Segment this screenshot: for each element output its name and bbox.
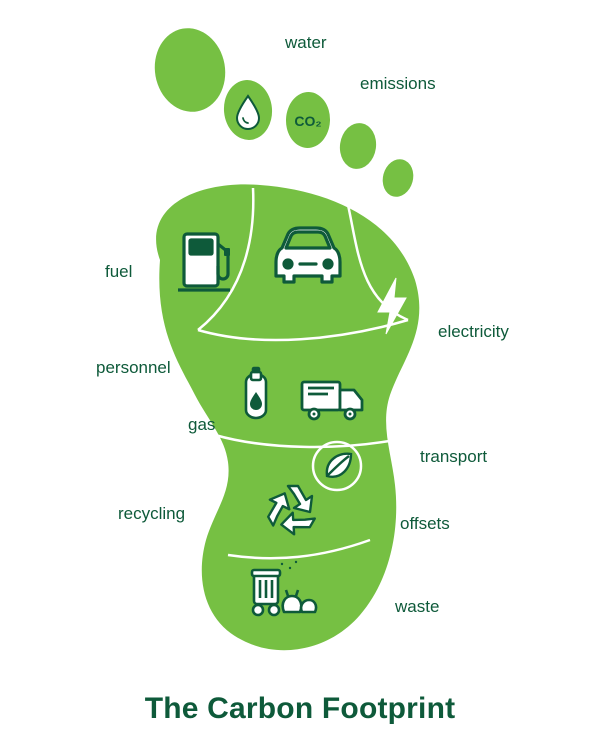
label-waste: waste xyxy=(395,597,439,617)
svg-text:CO₂: CO₂ xyxy=(294,113,321,129)
co2-icon: CO₂ xyxy=(294,113,321,129)
toe-big xyxy=(148,23,232,118)
toes xyxy=(148,23,417,201)
label-offsets: offsets xyxy=(400,514,450,534)
car-icon xyxy=(276,228,340,282)
label-emissions: emissions xyxy=(360,74,436,94)
label-transport: transport xyxy=(420,447,487,467)
toe-5 xyxy=(379,156,418,200)
page-title: The Carbon Footprint xyxy=(0,692,600,726)
toe-4 xyxy=(337,121,379,172)
footprint-svg: CO₂ xyxy=(0,0,600,700)
gas-tank-icon xyxy=(246,368,266,418)
label-personnel: personnel xyxy=(96,358,171,378)
carbon-footprint-infographic: CO₂ xyxy=(0,0,600,750)
label-recycling: recycling xyxy=(118,504,185,524)
label-water: water xyxy=(285,33,327,53)
label-fuel: fuel xyxy=(105,262,132,282)
label-gas: gas xyxy=(188,415,215,435)
label-electricity: electricity xyxy=(438,322,509,342)
